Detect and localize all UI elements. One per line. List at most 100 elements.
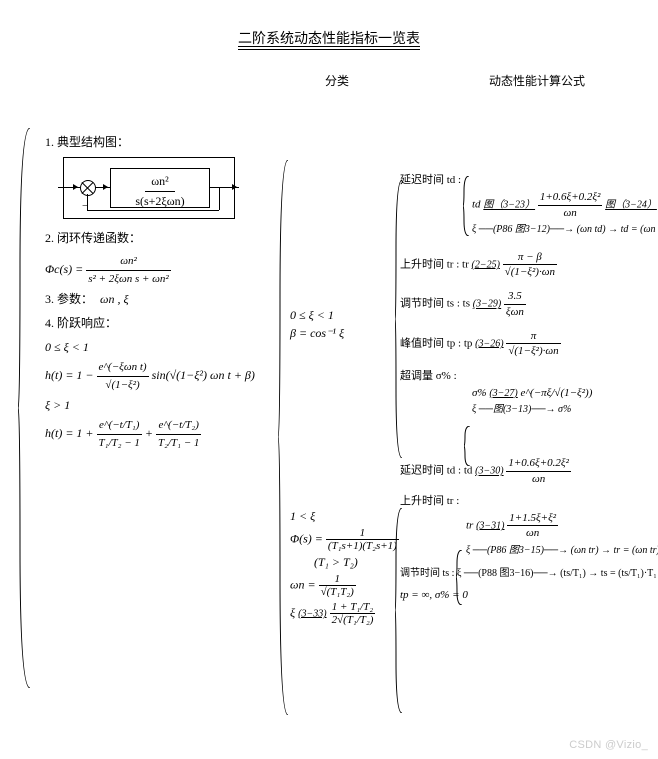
arrow-in: [58, 187, 80, 188]
block-diagram: ωn² s(s+2ξωn) −: [63, 157, 235, 219]
brace-outer: [18, 128, 32, 688]
watermark: CSDN @Vizio_: [569, 739, 648, 751]
r1-settle: 调节时间 ts : ts (3−29) 3.5 ξωn: [400, 289, 650, 319]
r1-rise-ref: (2−25): [472, 259, 500, 270]
mid-column: 0 ≤ ξ < 1 β = cos⁻¹ ξ 1 < ξ Φ(s) = 1 (T₁…: [290, 178, 410, 629]
r1-peak-den: √(1−ξ²)·ωn: [506, 344, 560, 358]
step-resp-1: h(t) = 1 − e^(−ξωn t) √(1−ξ²) sin(√(1−ξ²…: [45, 359, 270, 393]
r1-delay: 延迟时间 td :: [400, 173, 650, 187]
cond1: 0 ≤ ξ < 1: [45, 338, 270, 356]
r1-da-lhs: td: [472, 199, 481, 211]
step-resp-2: h(t) = 1 + e^(−t/T₁) T₁/T₂ − 1 + e^(−t/T…: [45, 417, 270, 451]
r1-delay-b: ξ ──(P86 图3−12)──→ (ωn td) → td = (ωn td…: [472, 223, 650, 236]
r2-ra-den: ωn: [507, 526, 558, 540]
r2-ra-lhs: tr: [466, 519, 473, 531]
r1-da-den: ωn: [538, 206, 603, 220]
page-title: 二阶系统动态性能指标一览表: [238, 28, 420, 50]
case2-xi-lhs: ξ: [290, 605, 295, 619]
case2-xi-num: 1 + T₁/T₂: [330, 601, 376, 614]
cond2: ξ > 1: [45, 396, 270, 414]
r1-osa-exp: e^(−πξ/√(1−ξ²)): [521, 387, 593, 399]
case2-phi: Φ(s) = 1 (T₁s+1)(T₂s+1): [290, 527, 410, 552]
r2-rise-label: 上升时间 tr :: [400, 495, 459, 507]
column-headers: 分类 动态性能计算公式: [0, 72, 658, 89]
case2-tnote: (T₁ > T₂): [314, 555, 410, 570]
r1-rise: 上升时间 tr : tr (2−25) π − β √(1−ξ²)·ωn: [400, 250, 650, 280]
case2-phi-num: 1: [326, 527, 399, 540]
case2-xi: ξ (3−33) 1 + T₁/T₂ 2√(T₁/T₂): [290, 601, 410, 626]
brace-mid: [278, 160, 290, 715]
r1-settle-label: 调节时间 ts : ts: [400, 298, 470, 310]
case1-beta: β = cos⁻¹ ξ: [290, 326, 410, 341]
phi-lhs: Φc(s) =: [45, 262, 83, 276]
header-formula: 动态性能计算公式: [489, 72, 585, 89]
r2-delay-den: ωn: [506, 472, 571, 486]
r2-rise-a: tr (3−31) 1+1.5ξ+ξ² ωn: [466, 511, 650, 541]
r1-settle-num: 3.5: [504, 289, 526, 304]
tf-block: ωn² s(s+2ξωn): [110, 168, 210, 208]
r2-tail: tp = ∞, σ% = 0: [400, 588, 650, 602]
r1-os-a: σ% (3−27) e^(−πξ/√(1−ξ²)): [472, 386, 650, 400]
minus-label: −: [82, 198, 88, 215]
step2b-den: T₂/T₁ − 1: [156, 435, 201, 452]
phi-den: s² + 2ξωn s + ωn²: [86, 271, 171, 288]
arrow-out: [209, 187, 239, 188]
item4-label: 4. 阶跃响应：: [45, 314, 270, 332]
r1-rise-den: √(1−ξ²)·ωn: [503, 265, 557, 279]
step2-plus: +: [145, 426, 153, 440]
right-column: 延迟时间 td : td 图（3−23） 1+0.6ξ+0.2ξ² ωn 图（3…: [400, 170, 650, 605]
step1-num: e^(−ξωn t): [97, 359, 149, 377]
tf-numerator: ωn²: [145, 171, 175, 192]
case2-xi-den: 2√(T₁/T₂): [330, 614, 376, 626]
tf-denominator: s(s+2ξωn): [133, 194, 186, 208]
r2-settle-label: 调节时间 ts : ξ ──(P88 图3−16)──→ (ts/T₁) → t…: [400, 568, 657, 579]
phi-equation: Φc(s) = ωn² s² + 2ξωn s + ωn²: [45, 253, 270, 287]
r1-osa-ref: (3−27): [489, 388, 517, 399]
left-column: 1. 典型结构图： ωn² s(s+2ξωn) − 2. 闭环传递函数： Φc(…: [45, 133, 270, 454]
r1-os-b: ξ ──图(3−13)──→ σ%: [472, 403, 650, 416]
r2-ra-ref: (3−31): [476, 520, 504, 531]
r2-settle: 调节时间 ts : ξ ──(P88 图3−16)──→ (ts/T₁) → t…: [400, 567, 650, 580]
r1-peak-ref: (3−26): [475, 338, 503, 349]
r1-overshoot: 超调量 σ% :: [400, 369, 650, 383]
r1-settle-den: ξωn: [504, 305, 526, 319]
r1-delay-label: 延迟时间 td :: [400, 174, 461, 186]
case2-phi-den: (T₁s+1)(T₂s+1): [326, 540, 399, 552]
step2a-num: e^(−t/T₁): [97, 417, 142, 435]
case2-wn-num: 1: [319, 573, 356, 586]
case2-xi-ref: (3−33): [298, 608, 326, 619]
item2-label: 2. 闭环传递函数：: [45, 229, 270, 247]
item3: 3. 参数： ωn , ξ: [45, 290, 270, 308]
r1-rise-label: 上升时间 tr : tr: [400, 258, 469, 270]
step2b-num: e^(−t/T₂): [156, 417, 201, 435]
r1-osa-lhs: σ%: [472, 387, 487, 399]
phi-num: ωn²: [86, 253, 171, 271]
step2-lhs: h(t) = 1 +: [45, 426, 94, 440]
sum-node: [80, 180, 96, 196]
r2-delay-num: 1+0.6ξ+0.2ξ²: [506, 456, 571, 471]
arrow-mid: [95, 187, 110, 188]
step1-lhs: h(t) = 1 −: [45, 368, 94, 382]
r1-da-ref2: 图（3−24）: [605, 200, 657, 211]
fb-v2: [219, 187, 220, 210]
header-classification: 分类: [325, 72, 349, 89]
r1-da-ref: 图（3−23）: [483, 200, 535, 211]
item3-label: 3. 参数：: [45, 292, 93, 306]
case2-wn: ωn = 1 √(T₁T₂): [290, 573, 410, 598]
step2a-den: T₁/T₂ − 1: [97, 435, 142, 452]
r2-rise: 上升时间 tr :: [400, 494, 650, 508]
case2-wn-lhs: ωn =: [290, 577, 316, 591]
r2-delay: 延迟时间 td : td (3−30) 1+0.6ξ+0.2ξ² ωn: [400, 456, 650, 486]
item1-label: 1. 典型结构图：: [45, 133, 270, 151]
case1-cond: 0 ≤ ξ < 1: [290, 308, 410, 323]
r2-ra-num: 1+1.5ξ+ξ²: [507, 511, 558, 526]
r1-rise-num: π − β: [503, 250, 557, 265]
r2-rise-b: ξ ──(P86 图3−15)──→ (ωn tr) → tr = (ωn tr…: [466, 544, 650, 557]
case2-phi-lhs: Φ(s) =: [290, 531, 323, 545]
r1-peak: 峰值时间 tp : tp (3−26) π √(1−ξ²)·ωn: [400, 329, 650, 359]
fb-h: [87, 210, 219, 211]
case2-cond: 1 < ξ: [290, 509, 410, 524]
r2-delay-label: 延迟时间 td : td: [400, 465, 472, 477]
step1-den: √(1−ξ²): [97, 377, 149, 394]
r1-os-label: 超调量 σ% :: [400, 370, 457, 382]
